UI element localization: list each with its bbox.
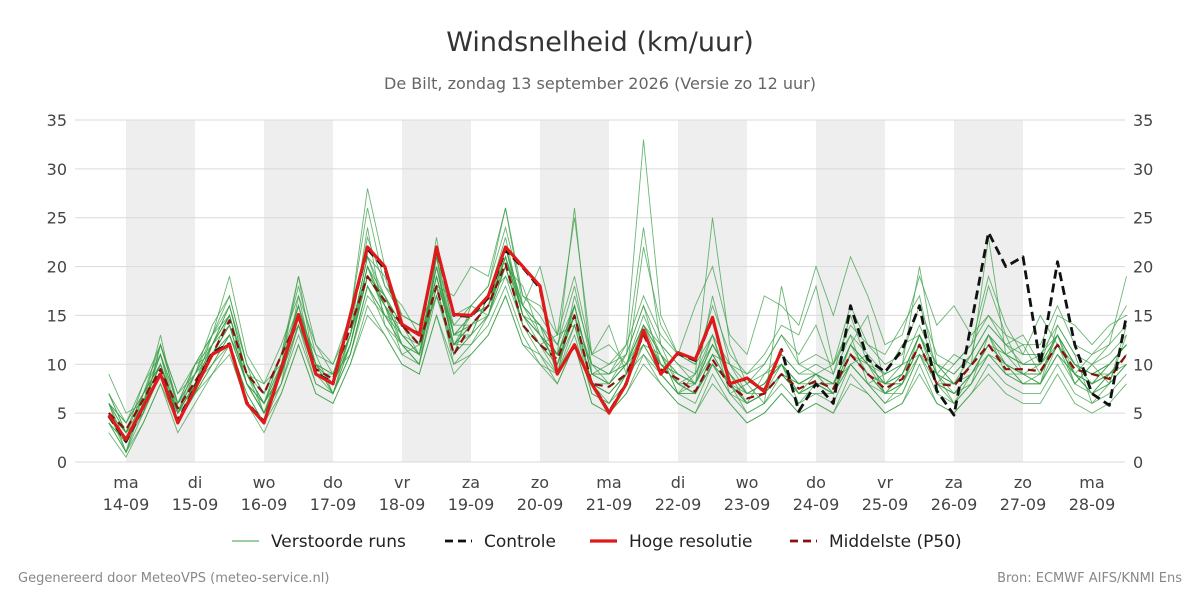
ensemble-run-line	[108, 294, 1127, 454]
legend-label: Hoge resolutie	[629, 532, 753, 552]
legend: Verstoorde runs Controle Hoge resolutie Mid…	[232, 532, 962, 552]
x-tick-day: za	[945, 473, 963, 492]
y-tick-label: 20	[47, 258, 67, 277]
y-axis-left: 0 5 10 15 20 25 30 35	[47, 111, 67, 472]
x-tick-date: 18-09	[379, 495, 426, 514]
x-tick-date: 22-09	[655, 495, 702, 514]
y-tick-label: 15	[1133, 306, 1153, 325]
x-tick-date: 15-09	[172, 495, 219, 514]
ensemble-run-line	[108, 245, 1127, 424]
shade-band	[264, 120, 333, 462]
x-tick-day: vr	[394, 473, 410, 492]
y-tick-label: 15	[47, 306, 67, 325]
grid-lines	[75, 119, 1125, 463]
shade-band	[402, 120, 471, 462]
x-tick-date: 14-09	[103, 495, 150, 514]
main-series	[107, 230, 1128, 443]
x-tick-day: di	[671, 473, 686, 492]
x-tick-day: ma	[113, 473, 138, 492]
legend-label: Controle	[484, 532, 556, 552]
y-tick-label: 30	[1133, 160, 1153, 179]
x-axis: ma 14-09 di 15-09 wo 16-09 do 17-09 vr 18-09 za 19-…	[103, 473, 1116, 514]
shade-band	[126, 120, 195, 462]
x-tick-date: 21-09	[586, 495, 633, 514]
ensemble-runs	[108, 139, 1127, 458]
x-tick-day: za	[462, 473, 480, 492]
y-tick-label: 35	[1133, 111, 1153, 130]
footer-source: Bron: ECMWF AIFS/KNMI Ens	[997, 571, 1182, 586]
legend-label: Verstoorde runs	[271, 532, 406, 552]
chart-subtitle: De Bilt, zondag 13 september 2026 (Versi…	[384, 74, 816, 93]
y-tick-label: 20	[1133, 258, 1153, 277]
shade-band	[678, 120, 747, 462]
y-tick-label: 10	[1133, 355, 1153, 374]
x-tick-day: wo	[253, 473, 276, 492]
legend-label: Middelste (P50)	[829, 532, 962, 552]
x-tick-date: 25-09	[862, 495, 909, 514]
y-tick-label: 5	[57, 404, 67, 423]
y-tick-label: 25	[1133, 209, 1153, 228]
y-tick-label: 5	[1133, 404, 1143, 423]
shade-band	[954, 120, 1023, 462]
x-tick-date: 27-09	[1000, 495, 1047, 514]
y-tick-label: 25	[47, 209, 67, 228]
x-tick-day: ma	[1079, 473, 1104, 492]
y-tick-label: 10	[47, 355, 67, 374]
x-tick-day: zo	[531, 473, 549, 492]
x-tick-date: 17-09	[310, 495, 357, 514]
ensemble-run-line	[108, 188, 1127, 415]
x-tick-day: vr	[877, 473, 893, 492]
x-tick-day: zo	[1014, 473, 1032, 492]
chart-title: Windsnelheid (km/uur)	[446, 27, 754, 58]
x-tick-date: 28-09	[1069, 495, 1116, 514]
x-tick-date: 20-09	[517, 495, 564, 514]
footer-generated-by: Gegenereerd door MeteoVPS (meteo-service…	[18, 571, 330, 586]
y-tick-label: 0	[1133, 453, 1143, 472]
high-res-series-line	[107, 245, 783, 442]
shade-band	[816, 120, 885, 462]
x-tick-date: 23-09	[724, 495, 771, 514]
x-tick-date: 26-09	[931, 495, 978, 514]
x-tick-day: do	[323, 473, 343, 492]
y-tick-label: 0	[57, 453, 67, 472]
x-tick-day: di	[188, 473, 203, 492]
x-tick-date: 24-09	[793, 495, 840, 514]
x-tick-day: ma	[596, 473, 621, 492]
x-tick-day: do	[806, 473, 826, 492]
x-tick-date: 16-09	[241, 495, 288, 514]
x-tick-day: wo	[736, 473, 759, 492]
day-shading	[126, 120, 1023, 462]
shade-band	[540, 120, 609, 462]
y-tick-label: 35	[47, 111, 67, 130]
x-tick-date: 19-09	[448, 495, 495, 514]
y-tick-label: 30	[47, 160, 67, 179]
y-axis-right: 0 5 10 15 20 25 30 35	[1133, 111, 1153, 472]
